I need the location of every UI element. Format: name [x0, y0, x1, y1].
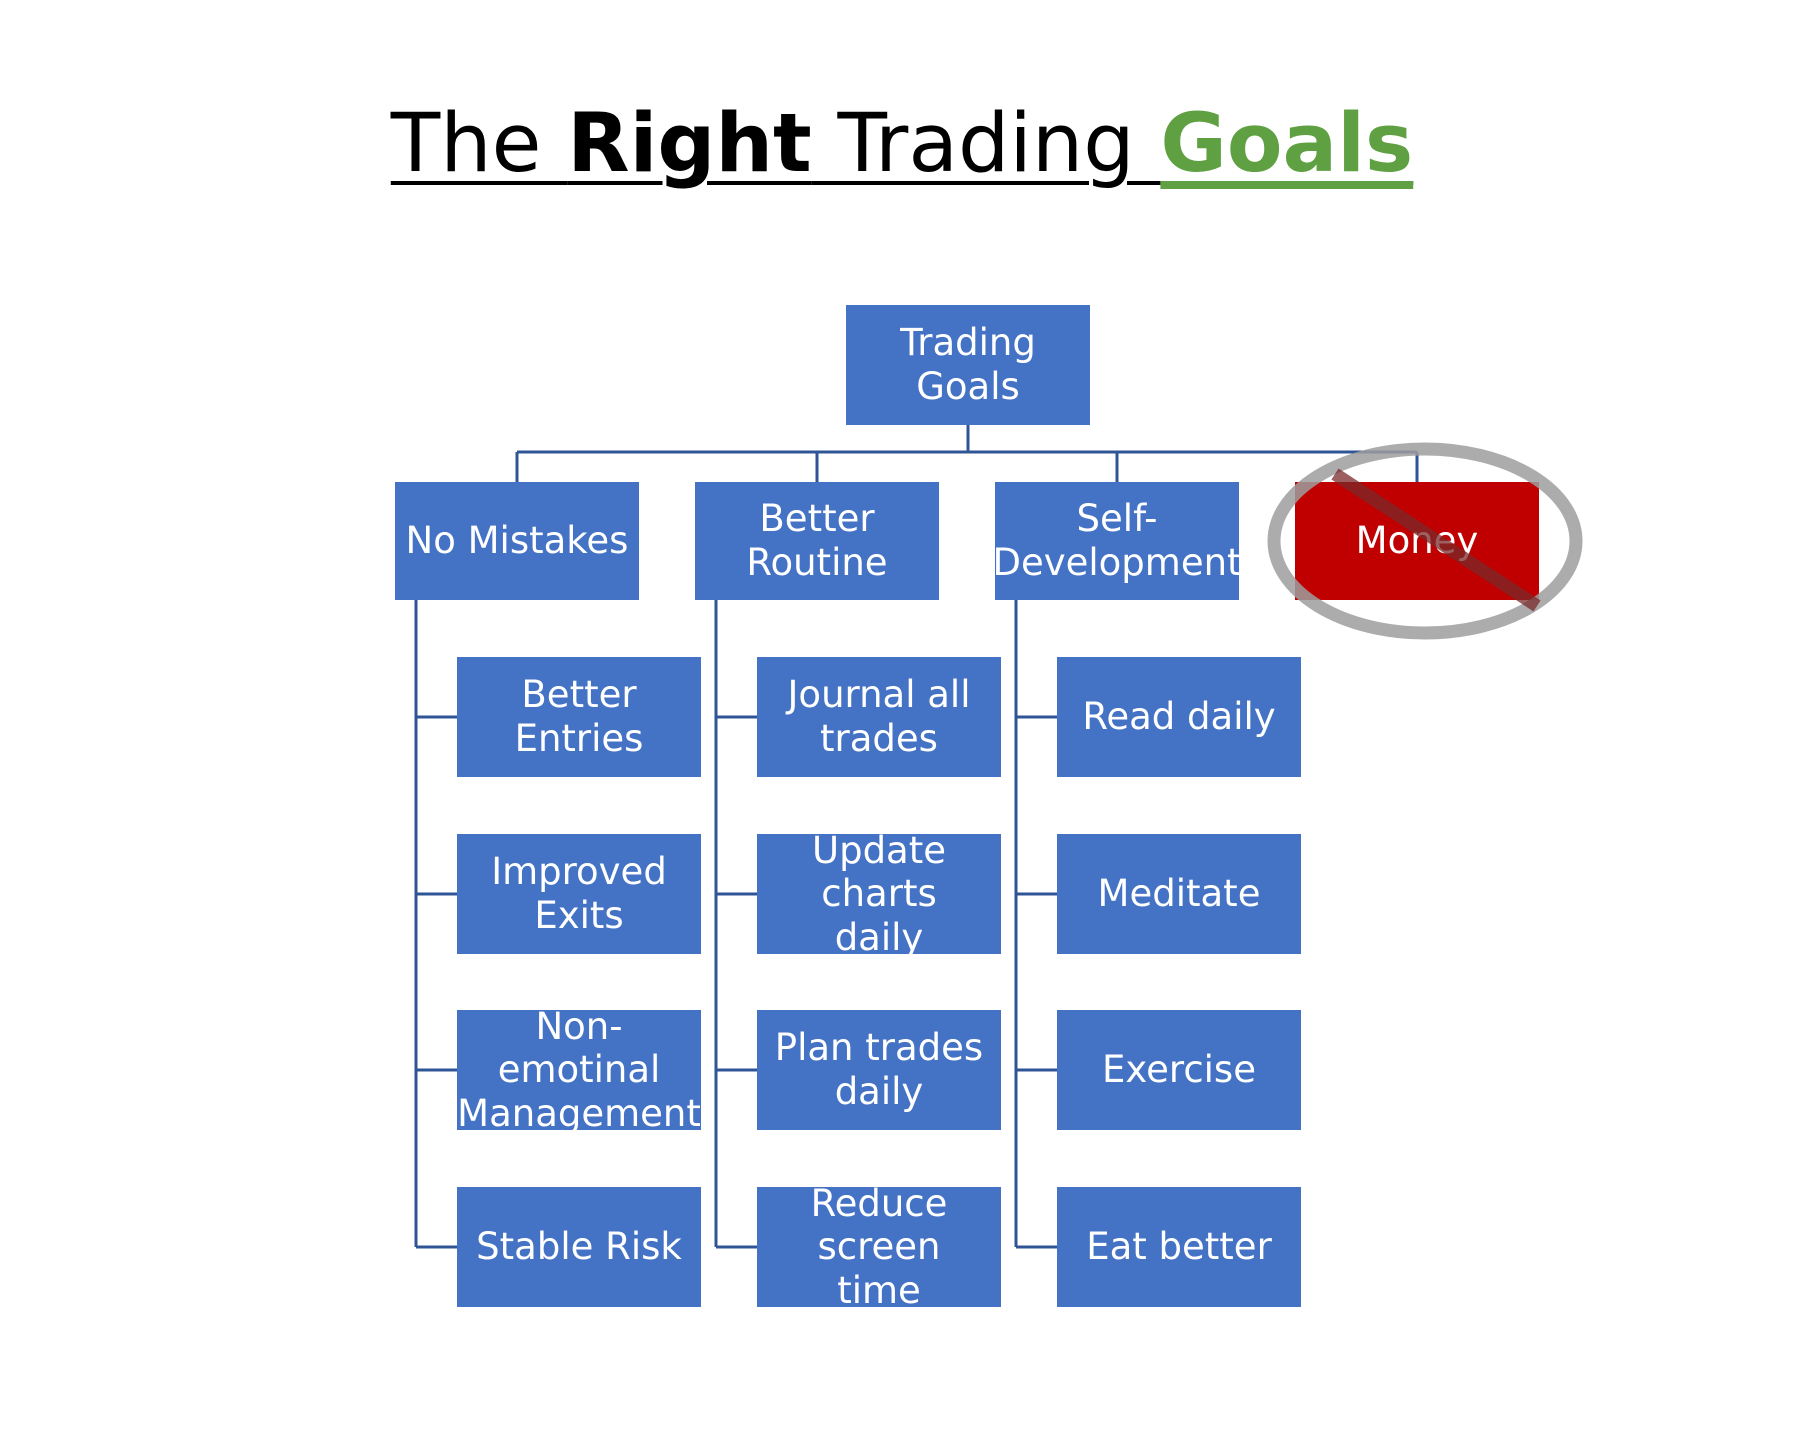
node-leaf-read-daily: Read daily: [1057, 657, 1301, 777]
title-goals: Goals: [1160, 97, 1414, 191]
node-root: Trading Goals: [846, 305, 1090, 425]
node-leaf-improved-exits-label: Improved Exits: [491, 850, 667, 937]
node-leaf-non-emotinal-management: Non-emotinal Management: [457, 1005, 701, 1135]
node-leaf-eat-better: Eat better: [1057, 1187, 1301, 1307]
node-leaf-meditate: Meditate: [1057, 834, 1301, 954]
node-leaf-update-charts-daily: Update charts daily: [757, 829, 1001, 959]
node-leaf-better-entries: Better Entries: [457, 657, 701, 777]
node-leaf-plan-trades-daily-label: Plan trades daily: [774, 1026, 984, 1113]
node-leaf-plan-trades-daily: Plan trades daily: [757, 1010, 1001, 1130]
node-leaf-reduce-screen-time: Reduce screen time: [757, 1182, 1001, 1312]
node-leaf-reduce-screen-time-label: Reduce screen time: [810, 1181, 948, 1312]
node-leaf-update-charts-daily-label: Update charts daily: [812, 828, 946, 959]
node-leaf-non-emotinal-management-label: Non-emotinal Management: [457, 1004, 701, 1135]
node-leaf-journal-all-trades: Journal all trades: [757, 657, 1001, 777]
title-right: Right: [567, 97, 812, 191]
node-category-self-development-label: Self- Development: [992, 497, 1242, 584]
node-root-label: Trading Goals: [900, 321, 1036, 408]
node-leaf-read-daily-label: Read daily: [1082, 695, 1276, 739]
page-title: The Right Trading Goals: [0, 97, 1804, 191]
node-category-better-routine-label: Better Routine: [746, 497, 888, 584]
node-category-money: Money: [1295, 482, 1539, 600]
node-category-better-routine: Better Routine: [695, 482, 939, 600]
node-leaf-stable-risk: Stable Risk: [457, 1187, 701, 1307]
node-leaf-better-entries-label: Better Entries: [514, 673, 644, 760]
node-leaf-exercise-label: Exercise: [1102, 1048, 1256, 1092]
node-category-no-mistakes-label: No Mistakes: [405, 519, 629, 563]
node-category-self-development: Self- Development: [992, 482, 1242, 600]
title-the: The: [390, 97, 568, 191]
node-leaf-journal-all-trades-label: Journal all trades: [787, 673, 971, 760]
node-category-no-mistakes: No Mistakes: [395, 482, 639, 600]
title-trading: Trading: [811, 97, 1161, 191]
node-leaf-eat-better-label: Eat better: [1086, 1225, 1272, 1269]
node-leaf-exercise: Exercise: [1057, 1010, 1301, 1130]
node-leaf-improved-exits: Improved Exits: [457, 834, 701, 954]
node-leaf-stable-risk-label: Stable Risk: [476, 1225, 682, 1269]
node-category-money-label: Money: [1355, 519, 1479, 563]
node-leaf-meditate-label: Meditate: [1097, 872, 1261, 916]
